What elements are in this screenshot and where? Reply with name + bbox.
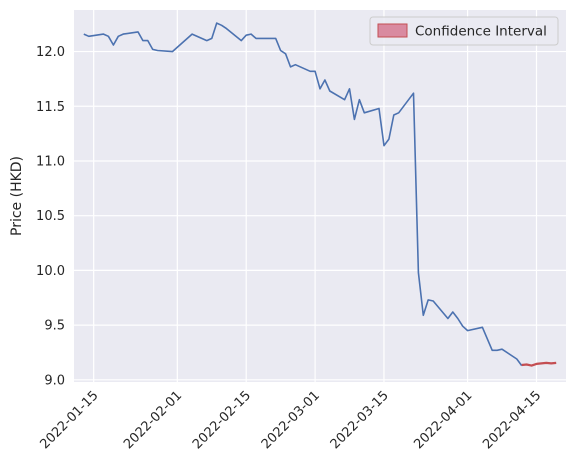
- legend: Confidence Interval: [369, 16, 559, 46]
- y-tick-label: 11.5: [36, 100, 65, 115]
- x-tick-label: 2022-03-15: [328, 388, 392, 452]
- y-tick-label: 11.0: [36, 154, 65, 169]
- y-tick-label: 12.0: [36, 45, 65, 60]
- x-tick-label: 2022-02-01: [121, 388, 185, 452]
- y-tick-labels: 9.0 9.5 10.0 10.5 11.0 11.5 12.0: [36, 45, 65, 388]
- y-axis-label: Price (HKD): [9, 156, 25, 236]
- x-tick-label: 2022-04-15: [480, 388, 544, 452]
- x-tick-label: 2022-01-15: [37, 388, 101, 452]
- x-tick-labels: 2022-01-15 2022-02-01 2022-02-15 2022-03-01…: [37, 388, 544, 452]
- historical-price-line: [83, 22, 523, 367]
- forecast-line: [521, 361, 557, 367]
- plot-area: [74, 10, 566, 382]
- legend-swatch: [377, 23, 408, 38]
- x-tick-label: 2022-04-01: [411, 388, 475, 452]
- legend-box: [369, 16, 559, 46]
- x-tick-label: 2022-03-01: [259, 388, 323, 452]
- y-tick-label: 9.5: [44, 319, 65, 334]
- legend-label: Confidence Interval: [415, 24, 547, 40]
- y-tick-label: 10.0: [36, 264, 65, 279]
- y-tick-label: 9.0: [44, 373, 65, 388]
- x-tick-label: 2022-02-15: [190, 388, 254, 452]
- y-tick-label: 10.5: [36, 209, 65, 224]
- series-lines: [83, 22, 557, 367]
